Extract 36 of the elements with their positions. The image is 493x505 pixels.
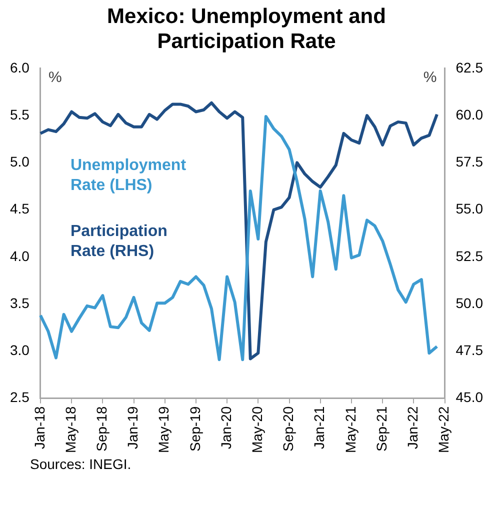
- y-tick-label: 4.0: [10, 248, 30, 264]
- y2-tick-label: 50.0: [456, 294, 484, 311]
- text: Unemployment Rate (LHS): [70, 156, 187, 194]
- y-tick-label: 5.0: [10, 154, 30, 170]
- x-tick-label: May-22: [436, 406, 452, 454]
- x-tick-label: Jan-19: [124, 406, 141, 450]
- x-tick-label: May-19: [156, 406, 172, 454]
- x-tick-label: Sep-19: [186, 406, 203, 452]
- source-note: Sources: INEGI.: [30, 456, 132, 472]
- x-tick-label: Jan-18: [31, 406, 48, 450]
- y2-tick-label: 47.5: [456, 342, 484, 358]
- y-tick-label: 3.0: [10, 342, 30, 358]
- y-tick-label: 5.5: [10, 106, 30, 122]
- y-tick-label: 3.5: [10, 294, 30, 311]
- x-tick-label: May-18: [62, 406, 78, 454]
- y2-axis-title: %: [423, 69, 437, 86]
- y2-tick-label: 55.0: [456, 200, 484, 217]
- x-tick-label: Sep-18: [94, 406, 110, 452]
- y2-tick-label: 57.5: [456, 154, 484, 170]
- y-tick-label: 6.0: [10, 59, 30, 76]
- x-tick-label: Jan-21: [311, 406, 328, 450]
- y2-tick-label: 60.0: [456, 106, 484, 122]
- y-axis-title: %: [48, 69, 62, 86]
- x-tick-label: Sep-20: [280, 406, 296, 452]
- x-tick-label: May-21: [342, 406, 358, 454]
- y-tick-label: 4.5: [10, 200, 30, 217]
- y2-tick-label: 45.0: [456, 389, 484, 406]
- text: Participation Rate (RHS): [70, 222, 168, 260]
- x-tick-label: May-20: [249, 406, 266, 454]
- x-tick-label: Jan-22: [404, 406, 421, 450]
- y2-tick-label: 52.5: [456, 248, 484, 264]
- y-tick-label: 2.5: [10, 389, 30, 406]
- x-tick-label: Sep-21: [373, 406, 390, 452]
- chart-title: Mexico: Unemployment and Participation Rate: [106, 4, 387, 54]
- y2-tick-label: 62.5: [456, 59, 484, 76]
- x-tick-label: Jan-20: [218, 406, 234, 450]
